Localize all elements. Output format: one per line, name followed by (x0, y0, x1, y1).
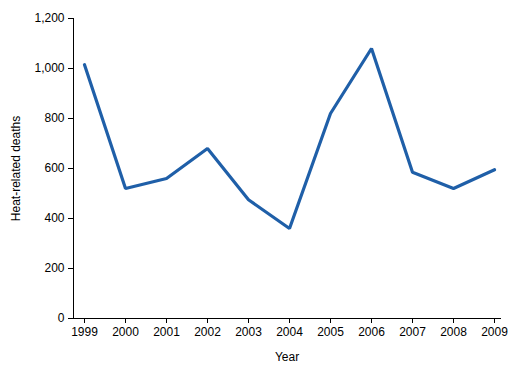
svg-text:2002: 2002 (194, 325, 221, 339)
svg-text:2004: 2004 (276, 325, 303, 339)
svg-text:2008: 2008 (440, 325, 467, 339)
svg-text:Year: Year (275, 350, 299, 364)
svg-text:2009: 2009 (481, 325, 508, 339)
svg-text:0: 0 (58, 311, 65, 325)
svg-text:800: 800 (44, 111, 64, 125)
svg-text:200: 200 (44, 261, 64, 275)
svg-text:2001: 2001 (153, 325, 180, 339)
svg-text:2007: 2007 (399, 325, 426, 339)
svg-text:2006: 2006 (358, 325, 385, 339)
svg-text:1999: 1999 (71, 325, 98, 339)
svg-text:2003: 2003 (235, 325, 262, 339)
svg-text:600: 600 (44, 161, 64, 175)
svg-text:2005: 2005 (317, 325, 344, 339)
svg-text:1,000: 1,000 (34, 61, 64, 75)
svg-text:Heat-related deaths: Heat-related deaths (9, 116, 23, 221)
svg-text:400: 400 (44, 211, 64, 225)
svg-text:1,200: 1,200 (34, 11, 64, 25)
svg-text:2000: 2000 (112, 325, 139, 339)
